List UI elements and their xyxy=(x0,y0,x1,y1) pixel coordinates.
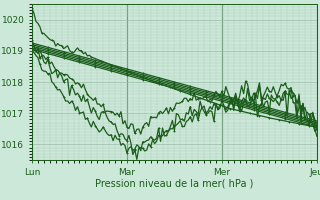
X-axis label: Pression niveau de la mer( hPa ): Pression niveau de la mer( hPa ) xyxy=(95,178,253,188)
